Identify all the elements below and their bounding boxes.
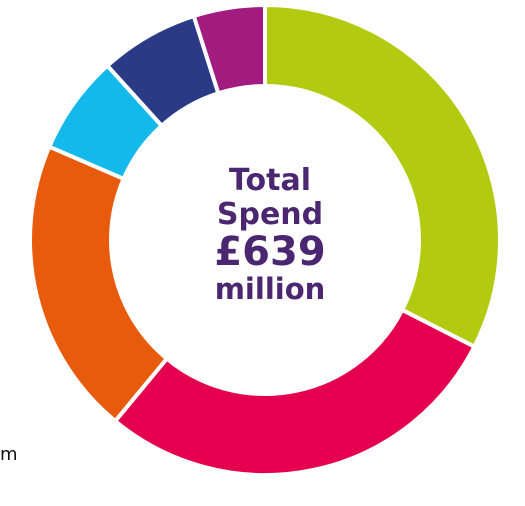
center-label-amount: £639 xyxy=(214,229,326,276)
donut-slice-2 xyxy=(113,307,477,477)
center-label: Total Spend £639 million xyxy=(170,164,370,306)
donut-slice-6 xyxy=(191,3,267,96)
center-label-unit: million xyxy=(214,272,326,307)
cropped-edge-text: m xyxy=(0,444,18,465)
center-label-line-1: Total xyxy=(229,163,311,198)
center-label-line-2: Spend xyxy=(216,196,324,232)
donut-slice-3 xyxy=(28,144,169,424)
donut-slice-1 xyxy=(263,3,502,349)
